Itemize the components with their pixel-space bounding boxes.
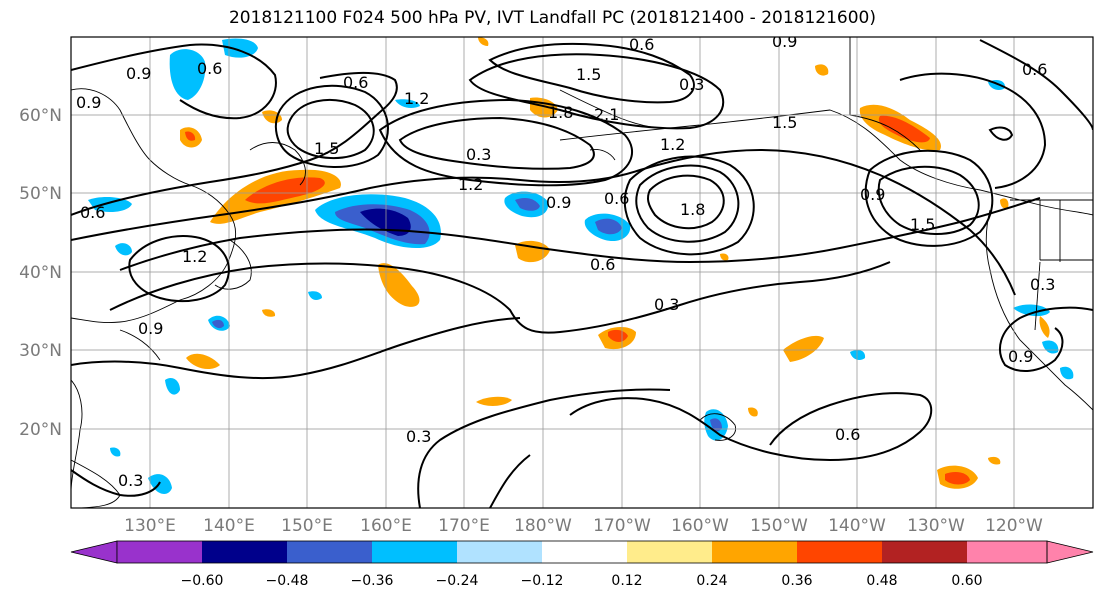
- contour-label: 0.6: [604, 189, 629, 208]
- lon-label: 180°W: [514, 516, 572, 536]
- contour-label: 1.2: [660, 135, 685, 154]
- colorbar-tick-label: −0.24: [436, 573, 479, 589]
- map-panel: 0.9 0.6 0.6 0.6 0.9 0.3 0.9 0.6 1.5 1.2 …: [71, 32, 1093, 508]
- contour-label: 0.6: [629, 35, 654, 54]
- lat-label: 40°N: [19, 263, 62, 283]
- lon-label: 160°W: [671, 516, 729, 536]
- colorbar-tick-label: 0.24: [696, 573, 727, 589]
- colorbar-cell: [117, 541, 202, 563]
- colorbar-max-extend: [1046, 540, 1094, 564]
- lon-label: 130°W: [907, 516, 965, 536]
- contour-label: 1.5: [576, 65, 601, 84]
- contour-label: 0.9: [76, 93, 101, 112]
- lon-label: 150°W: [750, 516, 808, 536]
- contour-label: 0.3: [466, 145, 491, 164]
- contour-label: 0.6: [1022, 60, 1047, 79]
- colorbar-cell: [287, 541, 372, 563]
- lon-label: 130°E: [124, 516, 176, 536]
- contour-label: 0.3: [1030, 275, 1055, 294]
- longitude-labels: 130°E 140°E 150°E 160°E 170°E 180°W 170°…: [124, 516, 1043, 536]
- lon-label: 150°E: [281, 516, 333, 536]
- contour-label: 0.6: [197, 59, 222, 78]
- pv-shading: [88, 37, 1074, 494]
- colorbar-cell: [712, 541, 797, 563]
- contour-label: 0.6: [80, 203, 105, 222]
- colorbar-tick-label: −0.12: [521, 573, 564, 589]
- lon-label: 170°W: [593, 516, 651, 536]
- colorbar-cell: [457, 541, 542, 563]
- lon-label: 160°E: [360, 516, 412, 536]
- contour-label: 2.1: [594, 105, 619, 124]
- colorbar-tick-label: 0.60: [951, 573, 982, 589]
- contour-labels: 0.9 0.6 0.6 0.6 0.9 0.3 0.9 0.6 1.5 1.2 …: [76, 32, 1055, 490]
- colorbar-tick-label: 0.36: [781, 573, 812, 589]
- contour-label: 1.5: [772, 113, 797, 132]
- lat-label: 20°N: [19, 420, 62, 440]
- contour-label: 1.2: [458, 175, 483, 194]
- contour-label: 1.5: [910, 215, 935, 234]
- contour-label: 0.3: [654, 295, 679, 314]
- ivt-contours: [71, 39, 1093, 508]
- lon-label: 120°W: [985, 516, 1043, 536]
- contour-label: 0.6: [835, 425, 860, 444]
- colorbar-cell: [372, 541, 457, 563]
- colorbar-tick-label: −0.36: [351, 573, 394, 589]
- contour-label: 0.3: [679, 75, 704, 94]
- contour-label: 1.2: [404, 89, 429, 108]
- contour-label: 0.9: [138, 319, 163, 338]
- contour-label: 0.9: [772, 32, 797, 51]
- lon-label: 140°W: [828, 516, 886, 536]
- contour-label: 0.9: [860, 185, 885, 204]
- contour-label: 1.2: [182, 247, 207, 266]
- lat-label: 50°N: [19, 184, 62, 204]
- lat-label: 60°N: [19, 106, 62, 126]
- lon-label: 170°E: [438, 516, 490, 536]
- colorbar-cell: [797, 541, 882, 563]
- chart-title: 2018121100 F024 500 hPa PV, IVT Landfall…: [228, 8, 876, 28]
- contour-label: 1.8: [680, 200, 705, 219]
- map-frame: [70, 36, 1094, 509]
- lon-label: 140°E: [203, 516, 255, 536]
- contour-label: 1.8: [548, 103, 573, 122]
- colorbar-cell: [202, 541, 287, 563]
- colorbar-tick-label: 0.48: [866, 573, 897, 589]
- colorbar-tick-label: −0.48: [266, 573, 309, 589]
- contour-label: 0.6: [343, 73, 368, 92]
- contour-label: 0.9: [126, 64, 151, 83]
- latitude-labels: 60°N 50°N 40°N 30°N 20°N: [19, 106, 62, 440]
- colorbar: −0.60 −0.48 −0.36 −0.24 −0.12 0.12 0.24 …: [70, 540, 1094, 589]
- colorbar-cell: [627, 541, 712, 563]
- contour-label: 0.6: [590, 255, 615, 274]
- colorbar-cell: [882, 541, 967, 563]
- contour-label: 0.9: [546, 193, 571, 212]
- colorbar-cell: [967, 541, 1047, 563]
- coastlines: [71, 37, 1093, 508]
- contour-label: 0.3: [118, 471, 143, 490]
- lat-label: 30°N: [19, 341, 62, 361]
- colorbar-tick-label: −0.60: [181, 573, 224, 589]
- colorbar-cell: [542, 541, 627, 563]
- colorbar-min-extend: [70, 540, 118, 564]
- colorbar-tick-label: 0.12: [611, 573, 642, 589]
- contour-label: 0.3: [406, 427, 431, 446]
- contour-label: 0.9: [1008, 347, 1033, 366]
- contour-label: 1.5: [314, 139, 339, 158]
